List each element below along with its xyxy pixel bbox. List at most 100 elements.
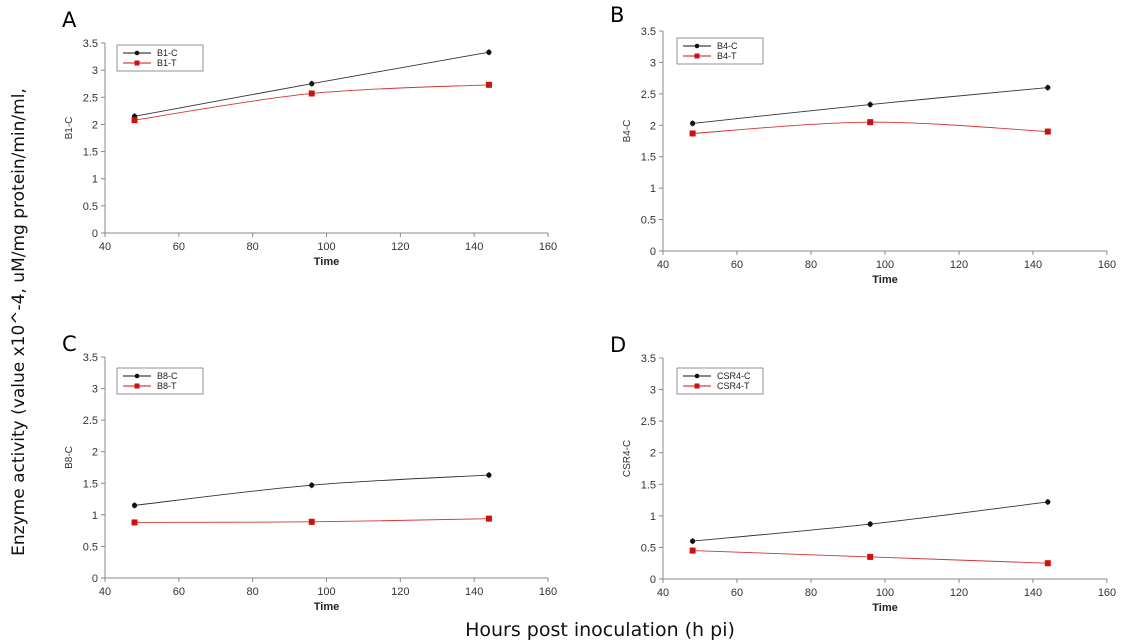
legend-marker (694, 373, 700, 379)
y-tick-label: 0.5 (83, 541, 98, 553)
y-tick-label: 0 (92, 573, 98, 585)
x-tick-label: 40 (99, 241, 111, 253)
legend-label: CSR4-C (717, 371, 751, 381)
y-tick-label: 3 (92, 384, 98, 396)
y-tick-label: 2 (650, 120, 656, 132)
y-tick-label: 2.5 (641, 89, 656, 101)
x-tick-label: 80 (805, 259, 817, 271)
y-tick-label: 2 (92, 447, 98, 459)
x-tick-label: 80 (805, 587, 817, 599)
x-tick-label: 60 (173, 586, 185, 598)
legend-label: B1-C (157, 48, 178, 58)
x-tick-label: 120 (950, 259, 968, 271)
panels-group: A00.511.522.533.540 60 80 100 120 140 160TimeB… (62, 3, 1116, 614)
panel-letter: A (62, 8, 77, 32)
legend-marker (134, 373, 140, 379)
y-tick-label: 1.5 (641, 152, 656, 164)
y-tick-label: 3 (650, 57, 656, 69)
legend-box (116, 44, 204, 72)
legend-marker (134, 50, 140, 56)
data-point-b8-t (131, 519, 138, 526)
x-tick-label: 100 (317, 586, 335, 598)
y-tick-label: 1 (650, 183, 656, 195)
y-tick-label: 2.5 (83, 92, 98, 104)
data-point-b1-c (309, 81, 315, 87)
legend-label: B4-T (717, 51, 737, 61)
data-point-b1-t (308, 90, 315, 97)
panel-letter: D (610, 333, 626, 357)
x-axis-title: Time (314, 256, 339, 268)
data-point-b1-c (486, 49, 492, 55)
y-tick-label: 1.5 (83, 147, 98, 159)
legend-marker (134, 60, 140, 66)
legend-marker (134, 383, 140, 389)
legend-label: CSR4-T (717, 381, 750, 391)
x-axis-title: Time (872, 602, 897, 614)
x-tick-label: 120 (391, 241, 409, 253)
legend-label: B8-C (157, 371, 178, 381)
x-tick-label: 80 (247, 586, 259, 598)
y-tick-label: 1 (650, 511, 656, 523)
legend-box (676, 37, 764, 65)
y-tick-label: 1.5 (641, 479, 656, 491)
legend-marker (694, 383, 700, 389)
data-point-csr4-t (867, 553, 874, 560)
data-point-b8-t (485, 515, 492, 522)
x-axis-title: Time (314, 601, 339, 613)
data-point-csr4-c (1045, 499, 1051, 505)
y-tick-label: 3.5 (641, 26, 656, 38)
x-tick-label: 100 (317, 241, 335, 253)
legend-marker (694, 43, 700, 49)
data-point-csr4-c (690, 538, 696, 544)
x-tick-label: 40 (657, 587, 669, 599)
y-tick-label: 0 (92, 228, 98, 240)
data-point-csr4-t (1044, 560, 1051, 567)
y-tick-label: 1 (92, 510, 98, 522)
y-tick-label: 0.5 (83, 201, 98, 213)
data-point-b4-c (1045, 84, 1051, 91)
y-tick-label: 3.5 (641, 353, 656, 365)
data-point-b8-t (308, 518, 315, 525)
y-axis-title: B4-C (622, 120, 633, 143)
panel-a: A 0 0.5 1 1.5 2 2.5 3 3.5 40 60 80 100 120 140 160 Time B… (62, 8, 557, 268)
global-y-axis-label: Enzyme activity (value x10^-4, uM/mg pro… (9, 88, 29, 556)
x-tick-label: 60 (173, 241, 185, 253)
data-point-csr4-c (867, 521, 873, 527)
legend-box (116, 367, 204, 395)
panel-letter: B (610, 3, 624, 27)
x-tick-label: 140 (465, 586, 483, 598)
panel-c: C 0 0.5 1 1.5 2 2.5 3 3.5 40 60 80 100 120 140 160 Time B… (62, 332, 557, 613)
data-point-b4-t (1044, 128, 1051, 135)
data-point-b8-c (131, 502, 138, 508)
panel-b: B 0 0.5 1 1.5 2 2.5 3 3.5 40 60 80 100 120 140 160 Time B… (610, 3, 1116, 286)
data-point-b4-t (867, 119, 874, 126)
x-tick-label: 160 (1098, 587, 1116, 599)
y-tick-label: 2 (650, 448, 656, 460)
y-tick-label: 0 (650, 574, 656, 586)
y-tick-label: 3.5 (83, 352, 98, 364)
x-tick-label: 140 (1024, 587, 1042, 599)
legend-label: B4-C (717, 41, 738, 51)
data-point-csr4-t (689, 547, 696, 554)
y-tick-label: 1 (92, 174, 98, 186)
x-tick-label: 120 (950, 587, 968, 599)
x-tick-label: 140 (1024, 259, 1042, 271)
x-tick-label: 100 (876, 259, 894, 271)
y-tick-label: 2.5 (83, 415, 98, 427)
data-point-b8-c (309, 482, 315, 488)
y-tick-label: 3 (650, 385, 656, 397)
y-tick-label: 0.5 (641, 215, 656, 227)
legend-box (676, 367, 764, 395)
y-tick-label: 2 (92, 119, 98, 131)
x-tick-label: 40 (99, 586, 111, 598)
x-tick-label: 160 (1098, 259, 1116, 271)
y-tick-label: 0.5 (641, 542, 656, 554)
x-tick-label: 160 (539, 241, 557, 253)
data-point-b4-t (689, 130, 696, 137)
y-axis-title: B8-C (64, 446, 75, 469)
x-tick-label: 120 (391, 586, 409, 598)
x-tick-label: 60 (731, 587, 743, 599)
x-tick-label: 80 (247, 241, 259, 253)
data-point-b4-c (867, 101, 873, 108)
